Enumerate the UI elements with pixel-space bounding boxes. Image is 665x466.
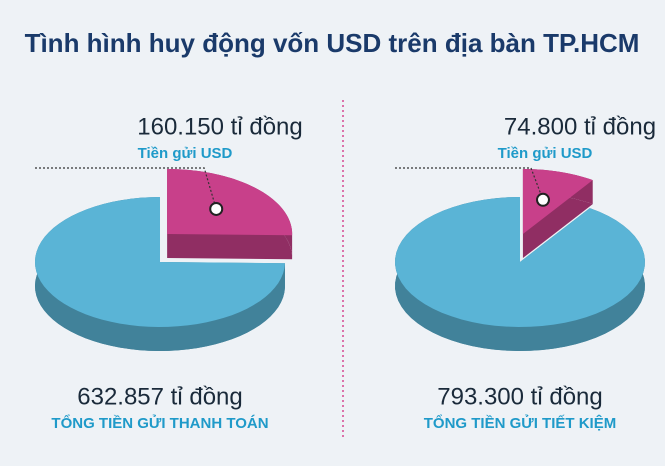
value-label: 632.857 tỉ đồng xyxy=(77,383,242,410)
category-label: TỔNG TIỀN GỬI TIẾT KIỆM xyxy=(424,414,616,432)
category-label: Tiền gửi USD xyxy=(498,145,593,162)
value-label: 160.150 tỉ đồng xyxy=(137,113,302,140)
value-label: 793.300 tỉ đồng xyxy=(437,383,602,410)
value-label: 74.800 tỉ đồng xyxy=(504,113,656,140)
leader-dot xyxy=(535,192,550,207)
leader-line xyxy=(395,167,544,201)
pie-slice xyxy=(35,197,285,327)
title: Tình hình huy động vốn USD trên địa bàn … xyxy=(25,28,640,58)
pie-slice xyxy=(167,169,293,236)
category-label: Tiền gửi USD xyxy=(138,145,233,162)
category-label: TỔNG TIỀN GỬI THANH TOÁN xyxy=(51,414,268,432)
leader-line xyxy=(35,167,217,210)
leader-dot xyxy=(209,201,224,216)
pie-slice xyxy=(522,169,593,234)
pie-slice xyxy=(395,197,645,327)
